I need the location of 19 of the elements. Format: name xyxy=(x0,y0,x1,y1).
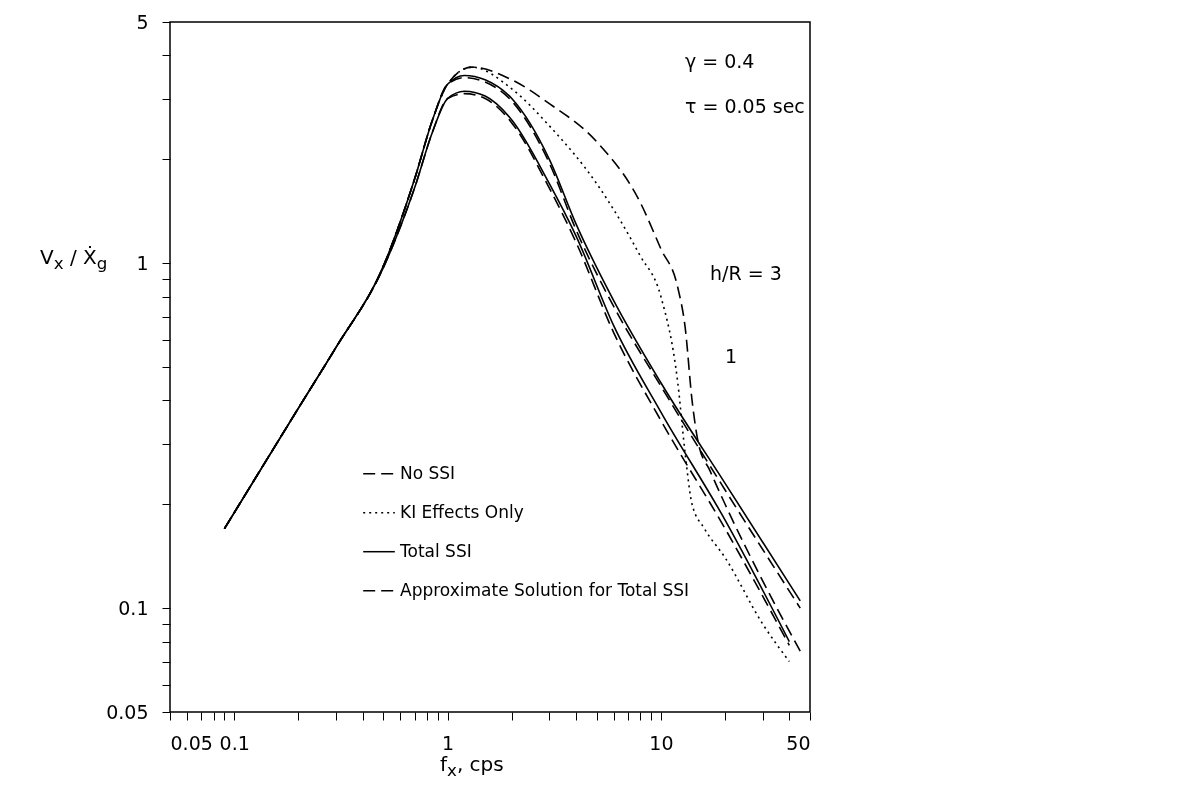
y-tick-label: 0.05 xyxy=(106,700,149,723)
x-tick-label: 1 xyxy=(442,731,455,754)
legend-label: KI Effects Only xyxy=(400,501,524,522)
x-tick-label: 0.1 xyxy=(219,731,250,754)
y-tick-label: 5 xyxy=(136,10,149,33)
annotation: h/R = 3 xyxy=(710,262,782,284)
x-tick-label: 50 xyxy=(786,731,811,754)
legend-label: Total SSI xyxy=(399,540,472,561)
x-tick-label: 10 xyxy=(649,731,674,754)
y-axis-title: V$_{x}$ / Ẋ$_{g}$ xyxy=(40,245,108,273)
legend-label: Approximate Solution for Total SSI xyxy=(400,579,690,600)
annotation: γ = 0.4 xyxy=(685,50,755,72)
legend-label: No SSI xyxy=(400,462,456,483)
x-axis-title: f$_{x}$, cps xyxy=(440,752,504,780)
y-tick-label: 1 xyxy=(136,251,149,274)
y-tick-label: 0.1 xyxy=(118,596,149,619)
annotation: 1 xyxy=(725,345,738,367)
x-tick-label: 0.05 xyxy=(170,731,213,754)
annotation: τ = 0.05 sec xyxy=(685,95,805,117)
